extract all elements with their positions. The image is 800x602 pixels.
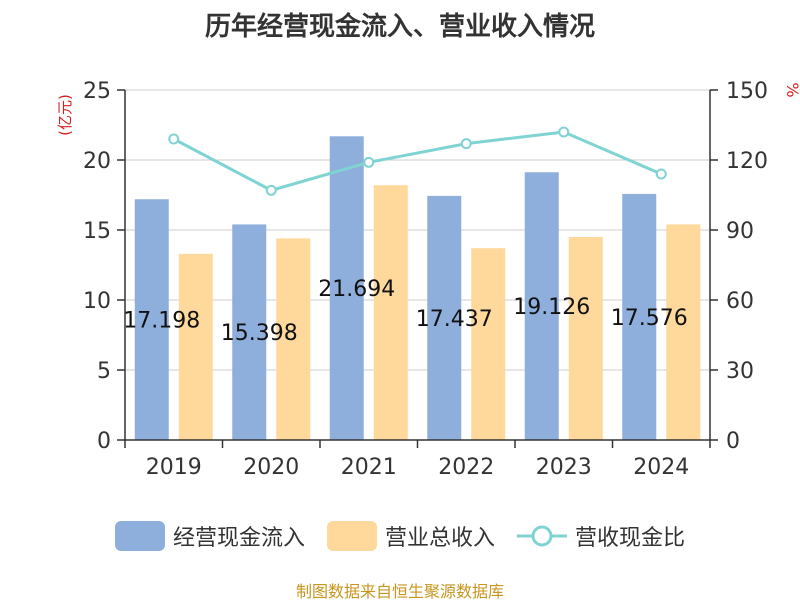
bar-revenue [471,248,506,440]
ratio-line [173,130,662,192]
chart-svg: 0 5 10 15 20 25 0 30 60 90 120 150 2019 2020 2021 2022 2… [56,79,800,480]
bar-cash-inflow [134,199,169,440]
y-right-tick-label: 60 [726,289,754,314]
bar-revenue [276,238,311,440]
bar-revenue [178,253,213,440]
bar-revenue [666,224,701,440]
legend: 经营现金流入 营业总收入 营收现金比 [0,518,800,554]
bars-layer [134,136,701,440]
ratio-point [558,126,570,138]
x-tick-label: 2023 [536,455,592,480]
data-label-cash-inflow: 15.398 [221,321,298,346]
labels-layer: 17.198 15.398 21.694 17.437 19.126 17.576 [123,277,687,346]
data-label-cash-inflow: 17.437 [416,307,493,332]
legend-label-ratio: 营收现金比 [575,526,686,551]
y-right-tick-label: 150 [726,79,768,104]
y-right-tick-label: 30 [726,359,754,384]
x-tick-label: 2021 [341,455,397,480]
y-right-tick-label: 0 [726,429,740,454]
x-tick-label: 2024 [633,455,689,480]
grid-layer [125,89,710,371]
ratio-point [168,133,180,145]
chart-title: 历年经营现金流入、营业收入情况 [204,12,595,42]
bar-cash-inflow [232,224,267,440]
data-label-cash-inflow: 17.198 [123,309,200,334]
data-label-cash-inflow: 17.576 [611,306,688,331]
legend-item-revenue[interactable]: 营业总收入 [326,520,495,552]
y-left-tick-label: 25 [83,79,111,104]
bar-revenue [568,237,603,440]
legend-label-cash-inflow: 经营现金流入 [172,526,305,551]
y-left-tick-label: 20 [83,149,111,174]
y-left-tick-label: 5 [97,359,111,384]
y-left-tick-label: 0 [97,429,111,454]
legend-item-cash-inflow[interactable]: 经营现金流入 [114,520,305,552]
x-tick-label: 2022 [438,455,494,480]
legend-item-ratio[interactable]: 营收现金比 [517,520,685,552]
y-right-unit-label: % [783,82,800,97]
legend-line-icon [517,525,567,547]
bar-revenue [373,185,408,440]
bar-cash-inflow [427,195,462,440]
legend-label-revenue: 营业总收入 [384,526,495,551]
ratio-point [363,156,375,168]
data-label-cash-inflow: 21.694 [318,277,395,302]
y-left-tick-label: 10 [83,289,111,314]
bar-cash-inflow [622,193,657,440]
y-right-tick-label: 90 [726,219,754,244]
x-tick-label: 2020 [243,455,299,480]
y-left-tick-label: 15 [83,219,111,244]
legend-swatch-cash-inflow [114,521,165,551]
legend-swatch-revenue [326,521,377,551]
data-label-cash-inflow: 19.126 [513,295,590,320]
bar-cash-inflow [329,136,364,440]
y-right-tick-label: 120 [726,149,768,174]
source-note: 制图数据来自恒生聚源数据库 [295,582,504,601]
ratio-point [655,168,667,180]
y-left-unit-label: (亿元) [56,94,74,136]
x-tick-label: 2019 [146,455,202,480]
ratio-point [265,184,277,196]
axes-layer: 0 5 10 15 20 25 0 30 60 90 120 150 2019 2020 2021 2022 2… [56,79,800,480]
bar-cash-inflow [524,172,559,440]
line-layer [168,126,667,196]
ratio-point [460,138,472,150]
